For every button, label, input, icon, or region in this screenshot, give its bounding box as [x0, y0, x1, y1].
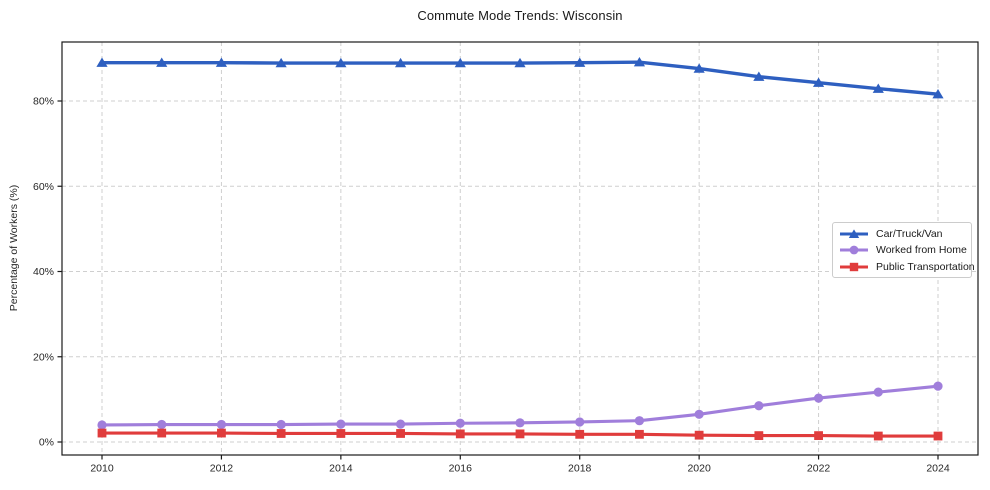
marker-worked-from-home: [515, 418, 525, 428]
marker-public-transportation: [217, 428, 226, 438]
x-tick-label: 2024: [926, 463, 950, 475]
marker-public-transportation: [276, 429, 286, 438]
x-tick-label: 2010: [90, 463, 114, 475]
y-tick-label: 80%: [33, 96, 54, 108]
marker-car-truck-van: [275, 57, 287, 68]
marker-worked-from-home: [276, 419, 286, 430]
marker-car-truck-van: [753, 71, 765, 81]
marker-car-truck-van: [96, 57, 108, 67]
legend-item-public-transportation: Public Transportation: [839, 259, 975, 275]
marker-worked-from-home: [575, 417, 585, 427]
marker-public-transportation: [933, 431, 943, 441]
marker-car-truck-van: [335, 57, 347, 68]
marker-public-transportation: [575, 429, 585, 439]
marker-public-transportation: [694, 430, 704, 440]
marker-public-transportation: [336, 429, 346, 438]
marker-car-truck-van: [812, 77, 825, 87]
y-tick-label: 0%: [39, 437, 54, 449]
y-tick-label: 60%: [33, 181, 54, 193]
marker-worked-from-home: [97, 420, 107, 430]
y-tick-label: 40%: [33, 266, 54, 278]
chart-title: Commute Mode Trends: Wisconsin: [417, 8, 623, 23]
marker-public-transportation: [515, 429, 525, 439]
marker-car-truck-van: [633, 57, 646, 67]
marker-worked-from-home: [933, 381, 943, 391]
marker-public-transportation: [814, 431, 823, 441]
legend-item-car-truck-van: Car/Truck/Van: [839, 226, 965, 242]
marker-worked-from-home: [455, 418, 465, 428]
marker-worked-from-home: [216, 419, 227, 430]
y-axis-label: Percentage of Workers (%): [8, 184, 20, 312]
marker-car-truck-van: [872, 83, 884, 93]
marker-car-truck-van: [215, 57, 228, 67]
marker-public-transportation: [635, 429, 644, 439]
marker-public-transportation: [754, 431, 764, 441]
marker-worked-from-home: [157, 419, 167, 430]
x-tick-label: 2014: [329, 463, 353, 475]
axis-box: [61, 41, 979, 456]
marker-worked-from-home: [336, 419, 346, 429]
legend-label-car-truck-van: Car/Truck/Van: [876, 227, 943, 240]
marker-worked-from-home: [754, 401, 764, 411]
x-tick-label: 2016: [449, 463, 473, 475]
x-tick-label: 2012: [210, 463, 234, 475]
marker-public-transportation: [873, 431, 883, 441]
marker-car-truck-van: [693, 63, 705, 73]
marker-worked-from-home: [873, 387, 883, 397]
x-tick-label: 2020: [687, 463, 711, 475]
legend-sample-worked-from-home-icon: [840, 245, 868, 255]
legend-label-worked-from-home: Worked from Home: [876, 244, 967, 256]
y-tick-label: 20%: [33, 351, 54, 363]
marker-worked-from-home: [395, 419, 406, 429]
x-tick-label: 2022: [807, 463, 831, 475]
legend-label-public-transportation: Public Transportation: [876, 260, 975, 273]
marker-public-transportation: [455, 429, 465, 439]
marker-car-truck-van: [574, 57, 586, 67]
marker-worked-from-home: [694, 409, 704, 419]
legend-item-worked-from-home: Worked from Home: [839, 242, 967, 258]
marker-worked-from-home: [634, 416, 645, 426]
legend-sample-public-transportation-icon: [840, 262, 868, 271]
marker-public-transportation: [157, 428, 167, 438]
marker-car-truck-van: [454, 57, 466, 68]
x-tick-label: 2018: [568, 463, 592, 475]
legend-sample-car-truck-van-icon: [840, 228, 868, 238]
marker-car-truck-van: [394, 57, 407, 68]
marker-car-truck-van: [932, 88, 944, 99]
legend: Car/Truck/Van Worked from Home Public Tr…: [832, 222, 975, 278]
marker-car-truck-van: [156, 57, 168, 67]
marker-worked-from-home: [813, 393, 824, 403]
marker-car-truck-van: [514, 57, 526, 68]
marker-public-transportation: [97, 428, 107, 438]
marker-public-transportation: [396, 429, 405, 438]
